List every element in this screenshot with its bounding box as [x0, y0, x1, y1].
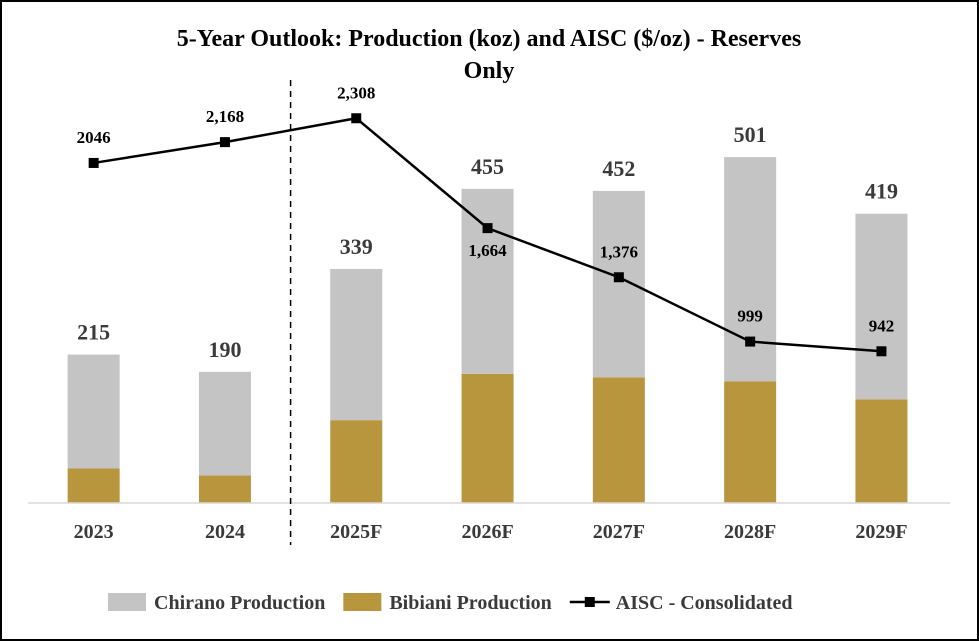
aisc-data-label-2024: 2,168 [206, 107, 244, 126]
aisc-point-2028F [745, 336, 756, 347]
x-tick-label-2029F: 2029F [855, 521, 907, 543]
aisc-point-2023 [88, 157, 99, 168]
aisc-point-2025F [351, 113, 362, 124]
bar-total-label-2023: 215 [77, 320, 110, 345]
bar-bibiani-2023 [67, 468, 120, 503]
bar-bibiani-2028F [724, 381, 777, 503]
bar-total-label-2029F: 419 [865, 179, 898, 204]
bar-bibiani-2026F [461, 373, 514, 503]
bar-chirano-2029F [855, 213, 908, 400]
x-tick-label-2026F: 2026F [461, 521, 513, 543]
legend-swatch-bibiani-production [343, 593, 382, 611]
legend-label-bibiani-production: Bibiani Production [389, 592, 551, 614]
legend-swatch-marker-aisc-consolidated [584, 597, 595, 607]
bar-total-label-2028F: 501 [734, 122, 767, 147]
legend-label-aisc-consolidated: AISC - Consolidated [616, 592, 793, 614]
aisc-data-label-2026F: 1,664 [468, 241, 507, 260]
bar-chirano-2027F [592, 190, 645, 378]
x-tick-label-2023: 2023 [74, 521, 114, 543]
x-tick-label-2027F: 2027F [593, 521, 645, 543]
bar-total-label-2026F: 455 [471, 154, 504, 179]
bar-bibiani-2024 [198, 475, 251, 503]
legend-label-chirano-production: Chirano Production [154, 592, 325, 614]
aisc-data-label-2028F: 999 [737, 307, 763, 326]
bar-total-label-2025F: 339 [340, 234, 373, 259]
bar-total-label-2027F: 452 [602, 156, 635, 181]
x-tick-label-2028F: 2028F [724, 521, 776, 543]
chart-title-line1: 5-Year Outlook: Production (koz) and AIS… [177, 26, 801, 52]
chart-title-line2: Only [464, 58, 515, 84]
aisc-data-label-2027F: 1,376 [600, 242, 638, 261]
aisc-data-label-2025F: 2,308 [337, 83, 375, 102]
aisc-point-2029F [876, 346, 887, 357]
x-tick-label-2024: 2024 [205, 521, 245, 543]
bar-chirano-2026F [461, 188, 514, 374]
aisc-data-label-2023: 2046 [77, 128, 111, 147]
legend: Chirano Production Bibiani Production AISC… [108, 592, 792, 614]
bar-total-label-2024: 190 [208, 337, 241, 362]
bar-chirano-2028F [724, 157, 777, 382]
legend-swatch-chirano-production [108, 593, 146, 611]
bar-chirano-2024 [198, 371, 251, 476]
aisc-point-2026F [482, 223, 493, 234]
x-tick-label-2025F: 2025F [330, 521, 382, 543]
aisc-point-2024 [219, 137, 230, 148]
bar-chirano-2025F [330, 268, 383, 421]
bar-bibiani-2027F [592, 377, 645, 503]
bar-bibiani-2029F [855, 399, 908, 503]
bar-chirano-2023 [67, 354, 120, 469]
bar-bibiani-2025F [330, 420, 383, 503]
aisc-point-2027F [613, 272, 624, 283]
aisc-data-label-2029F: 942 [869, 316, 895, 335]
plot-area: 215 190 339 455 452 501 419 2023 2024 2025F 2026F 2… [28, 80, 950, 545]
